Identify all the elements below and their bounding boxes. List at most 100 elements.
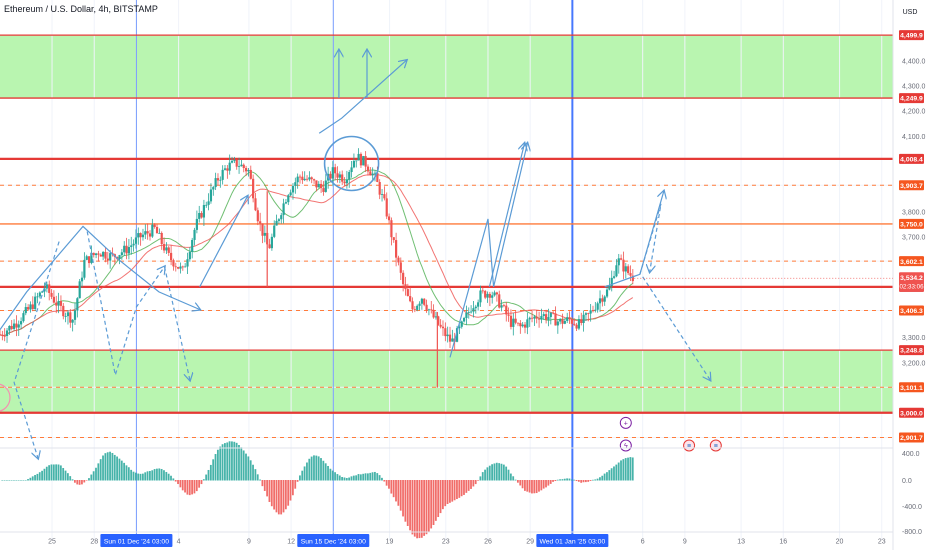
time-marker-label[interactable]: Wed 01 Jan '25 03:00 [536, 534, 609, 547]
oscillator-bar [188, 480, 191, 496]
projection-arrow[interactable] [86, 231, 164, 376]
price-level-tag[interactable]: 3,750.0 [899, 218, 924, 229]
price-level-tag[interactable]: 4,499.9 [899, 30, 924, 41]
projection-arrow[interactable] [449, 143, 527, 358]
candle-up [280, 215, 283, 220]
price-level-tag[interactable]: 3,000.0 [899, 407, 924, 418]
oscillator-bar [519, 480, 522, 486]
candle-up [458, 326, 461, 329]
price-levels-layer [0, 34, 893, 439]
candle-up [223, 168, 227, 170]
candle-down [69, 312, 72, 323]
candle-up [420, 298, 423, 304]
oscillator-bar [74, 480, 76, 483]
candle-down [252, 178, 255, 199]
oscillator-bar [427, 480, 430, 532]
oscillator-bar [109, 451, 111, 481]
highlight-circle[interactable] [323, 135, 380, 192]
projection-arrow[interactable] [0, 225, 200, 331]
oscillator-bar [219, 446, 222, 481]
time-marker-label[interactable]: Sun 15 Dec '24 03:00 [297, 534, 370, 547]
candle-up [198, 213, 201, 219]
oscillator-bar [291, 480, 294, 496]
oscillator-bar [402, 480, 404, 517]
projection-arrow[interactable] [604, 191, 664, 288]
oscillator-bar [317, 456, 320, 481]
time-tick-label: 23 [878, 539, 886, 546]
oscillator-bar [306, 462, 308, 481]
candle-up [209, 189, 213, 202]
oscillator-bar [451, 480, 454, 502]
price-level-tag[interactable]: 3,101.1 [899, 382, 924, 393]
candle-up [589, 310, 592, 314]
candle-down [514, 318, 517, 323]
oscillator-bar [123, 462, 126, 481]
us-flag-icon[interactable]: ≡ [709, 439, 722, 452]
projection-arrow[interactable] [639, 203, 662, 275]
current-price-tag[interactable]: 3,534.2 02:33:06 [899, 272, 924, 292]
oscillator-bar [350, 476, 353, 481]
oscillator-bar [556, 479, 559, 481]
oscillator-bar [366, 473, 369, 481]
oscillator-bar [622, 459, 625, 481]
time-tick-label: 19 [386, 539, 394, 546]
oscillator-bar [411, 480, 414, 535]
candle-down [62, 305, 65, 317]
candle-down [387, 216, 391, 221]
price-level-tag[interactable]: 4,008.4 [899, 153, 924, 164]
oscillator-bar [34, 475, 36, 481]
oscillator-bar [195, 480, 198, 492]
projection-arrow[interactable] [318, 60, 406, 134]
oscillator-bar [113, 454, 116, 481]
oscillator-bar [444, 480, 447, 507]
candle-up [8, 325, 11, 331]
oscillator-bar [15, 480, 18, 481]
candle-up [83, 259, 86, 278]
projection-arrow[interactable] [488, 143, 524, 288]
candle-down [570, 319, 573, 324]
candles-layer [0, 148, 634, 388]
projection-arrow[interactable] [13, 241, 60, 459]
oscillator-bar [441, 480, 444, 510]
oscillator-bar [299, 475, 301, 481]
oscillator-bar [467, 480, 470, 491]
price-level-tag[interactable]: 3,406.3 [899, 305, 924, 316]
candle-down [341, 174, 344, 182]
candle-up [19, 321, 23, 325]
candle-up [29, 304, 32, 310]
candle-down [245, 168, 248, 172]
candle-down [216, 178, 220, 181]
candle-up [94, 253, 98, 256]
price-level-tag[interactable]: 3,602.1 [899, 256, 924, 267]
candle-up [308, 177, 311, 180]
lightning-icon[interactable]: ϟ [619, 439, 632, 452]
oscillator-bar [259, 479, 261, 481]
time-marker-label[interactable]: Sun 01 Dec '24 03:00 [100, 534, 173, 547]
oscillator-bar [545, 480, 547, 488]
oscillator-bar [83, 480, 86, 483]
candle-up [427, 309, 431, 311]
candle-up [102, 251, 105, 257]
price-level-tag[interactable]: 4,249.9 [899, 93, 924, 104]
plus-icon[interactable]: + [619, 416, 632, 429]
oscillator-bar [277, 480, 280, 515]
oscillator-bar [345, 478, 348, 481]
us-flag-icon[interactable]: ≡ [683, 439, 696, 452]
price-level-tag[interactable]: 3,248.8 [899, 345, 924, 356]
oscillator-bar [179, 480, 182, 488]
candle-down [423, 298, 426, 305]
projection-arrow[interactable] [199, 196, 248, 288]
candle-up [350, 167, 353, 173]
oscillator-bar [491, 464, 494, 481]
oscillator-bar [27, 479, 29, 481]
highlight-circle[interactable] [0, 383, 11, 412]
oscillator-bar [69, 476, 72, 481]
price-level-tag[interactable]: 2,901.7 [899, 432, 924, 443]
oscillator-tick-label: 0.0 [902, 478, 912, 485]
price-level-tag[interactable]: 3,903.7 [899, 180, 924, 191]
projection-arrow[interactable] [163, 266, 190, 380]
candle-down [125, 245, 128, 254]
candle-down [523, 324, 527, 328]
